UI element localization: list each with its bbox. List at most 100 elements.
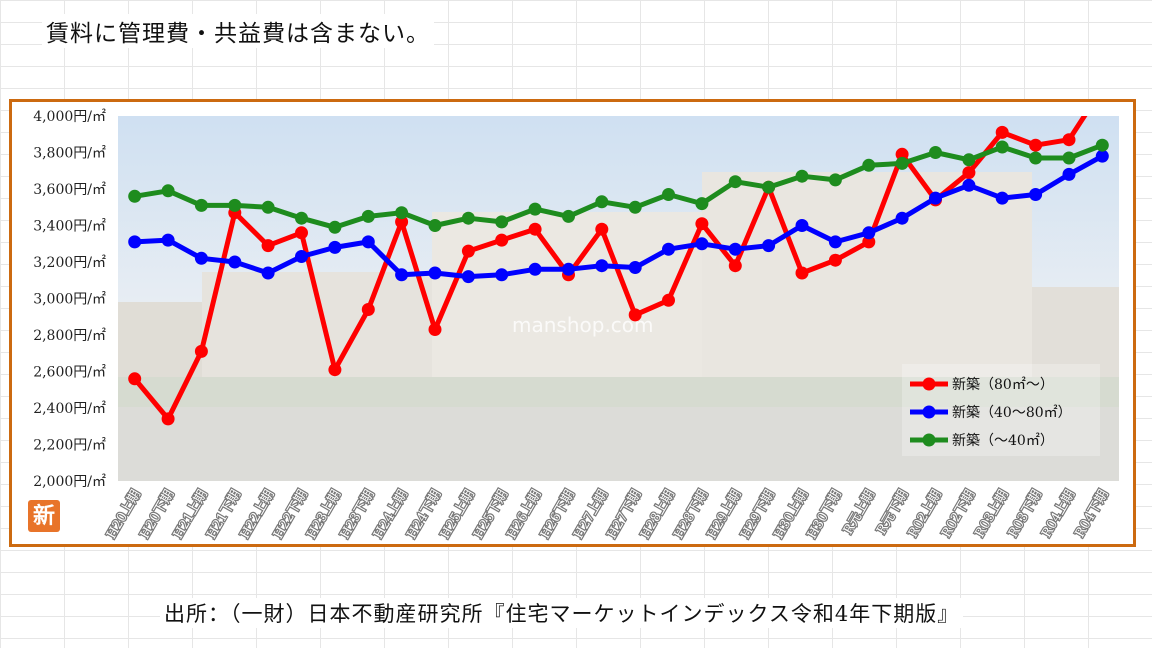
- data-point: [128, 235, 142, 249]
- data-point: [495, 268, 509, 282]
- data-point: [1062, 167, 1076, 181]
- data-point: [695, 237, 709, 251]
- data-point: [595, 259, 609, 273]
- data-point: [962, 153, 976, 167]
- data-point: [1095, 149, 1109, 163]
- data-point: [562, 262, 575, 276]
- data-point: [662, 293, 675, 307]
- data-point: [628, 261, 642, 274]
- data-point: [929, 146, 942, 159]
- source-note: 出所：（一財）日本不動産研究所『住宅マーケットインデックス令和4年下期版』: [160, 598, 964, 628]
- data-point: [395, 268, 409, 282]
- data-point: [328, 220, 342, 234]
- data-point: [261, 200, 275, 214]
- y-tick-label: 3,200円/㎡: [33, 255, 106, 271]
- data-point: [528, 202, 542, 216]
- legend-swatch-marker: [922, 377, 936, 391]
- x-tick-label: R元下期: [874, 488, 911, 538]
- data-point: [562, 209, 575, 223]
- data-point: [228, 198, 242, 212]
- data-point: [895, 156, 909, 170]
- data-point: [295, 226, 308, 240]
- data-point: [828, 253, 842, 267]
- data-point: [1029, 151, 1043, 165]
- data-point: [795, 169, 809, 183]
- data-point: [461, 244, 475, 258]
- y-tick-label: 3,000円/㎡: [33, 292, 106, 308]
- data-point: [428, 219, 442, 232]
- y-tick-label: 4,000円/㎡: [33, 109, 106, 125]
- data-point: [528, 222, 542, 236]
- legend: 新築（80㎡～） 新築（40～80㎡） 新築（～40㎡）: [902, 364, 1100, 456]
- data-point: [662, 188, 675, 201]
- legend-label: 新築（40～80㎡）: [952, 405, 1072, 421]
- data-point: [862, 158, 876, 172]
- y-tick-label: 3,800円/㎡: [33, 146, 106, 162]
- data-point: [962, 166, 976, 180]
- data-point: [1062, 133, 1076, 147]
- y-tick-label: 2,800円/㎡: [33, 328, 106, 344]
- data-point: [395, 206, 409, 220]
- data-point: [795, 266, 809, 280]
- series-layer: [128, 116, 1109, 426]
- data-point: [395, 215, 409, 229]
- data-point: [1029, 138, 1043, 152]
- data-point: [461, 211, 475, 225]
- data-point: [328, 240, 342, 254]
- new-badge: 新: [28, 500, 60, 532]
- y-tick-label: 2,600円/㎡: [33, 365, 106, 381]
- data-point: [595, 222, 609, 236]
- data-point: [762, 239, 776, 253]
- data-point: [361, 303, 375, 316]
- data-point: [128, 372, 142, 386]
- data-point: [728, 259, 742, 273]
- data-point: [728, 175, 742, 189]
- legend-swatch-marker: [922, 405, 936, 419]
- data-point: [194, 251, 208, 265]
- data-point: [1095, 138, 1109, 152]
- data-point: [361, 209, 375, 223]
- series-3: [128, 138, 1109, 234]
- data-point: [261, 266, 275, 280]
- data-point: [895, 211, 909, 225]
- data-point: [828, 235, 842, 249]
- data-point: [762, 180, 776, 194]
- data-point: [261, 239, 275, 253]
- data-point: [828, 173, 842, 187]
- y-axis: 2,000円/㎡ 2,200円/㎡ 2,400円/㎡ 2,600円/㎡ 2,800円/㎡…: [33, 109, 106, 490]
- legend-label: 新築（80㎡～）: [952, 377, 1054, 393]
- data-point: [695, 217, 709, 231]
- data-point: [228, 255, 242, 269]
- legend-swatch-marker: [922, 433, 936, 447]
- data-point: [995, 140, 1009, 154]
- rent-line-chart: manshop.com 2,000円/㎡ 2,200円/㎡ 2,400円/㎡ 2,60…: [33, 109, 1119, 543]
- data-point: [295, 211, 308, 225]
- data-point: [161, 412, 175, 426]
- x-axis: H20上期H20下期H21上期H21下期H22上期H22下期H23上期H23下期…: [103, 486, 1113, 543]
- data-point: [628, 200, 642, 214]
- legend-label: 新築（～40㎡）: [952, 433, 1054, 449]
- data-point: [495, 233, 509, 247]
- y-tick-label: 2,200円/㎡: [33, 438, 106, 454]
- data-point: [695, 197, 709, 211]
- data-point: [161, 233, 175, 247]
- y-tick-label: 3,400円/㎡: [33, 219, 106, 235]
- data-point: [895, 147, 909, 161]
- rent-note: 賃料に管理費・共益費は含まない。: [42, 14, 434, 48]
- data-point: [962, 178, 976, 192]
- data-point: [428, 266, 442, 280]
- series-2: [128, 149, 1109, 284]
- data-point: [328, 363, 342, 377]
- data-point: [161, 184, 175, 198]
- data-point: [461, 270, 475, 284]
- data-point: [595, 195, 609, 209]
- data-point: [662, 242, 675, 256]
- y-tick-label: 2,400円/㎡: [33, 401, 106, 417]
- y-tick-label: 2,000円/㎡: [33, 474, 106, 490]
- x-tick-label: R04下期: [1073, 488, 1112, 541]
- data-point: [862, 226, 876, 240]
- background-photo: manshop.com: [118, 116, 1119, 481]
- data-point: [194, 198, 208, 212]
- data-point: [862, 235, 876, 249]
- data-point: [795, 219, 809, 232]
